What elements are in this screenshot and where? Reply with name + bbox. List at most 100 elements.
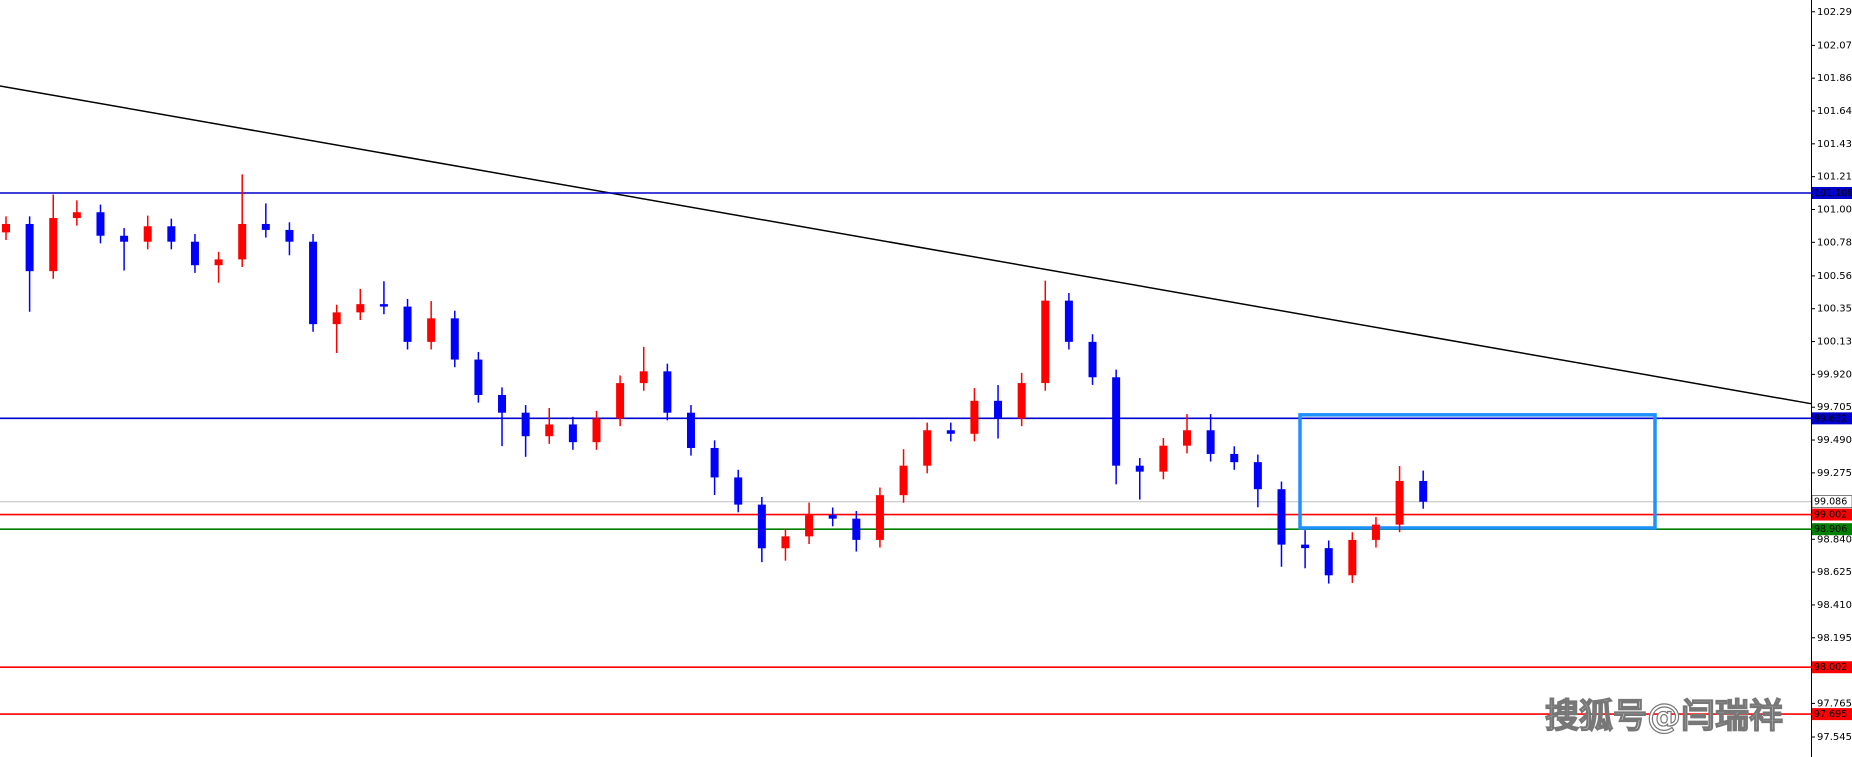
- candle-body: [25, 223, 34, 272]
- candle-body: [285, 229, 294, 242]
- candle-body: [616, 383, 625, 419]
- candle-body: [781, 536, 790, 549]
- level-label-bg: [1812, 186, 1852, 199]
- candle-body: [970, 400, 979, 434]
- candle-body: [238, 223, 247, 260]
- trendline: [0, 85, 1812, 405]
- level-label: 99.002: [1814, 510, 1847, 521]
- candle-body: [1348, 539, 1357, 576]
- candle-body: [875, 495, 884, 540]
- candle-body: [663, 371, 672, 413]
- candle-body: [1324, 548, 1333, 576]
- candle-body: [568, 424, 577, 443]
- candle-body: [49, 218, 58, 272]
- zone-box: [1298, 413, 1657, 530]
- level-label: 101.108: [1814, 188, 1852, 199]
- candle-body: [1112, 377, 1121, 466]
- candle-body: [805, 515, 814, 537]
- y-tick-label: 101.860: [1817, 73, 1852, 84]
- level-label-bg: [1812, 661, 1852, 674]
- candle-body: [1088, 341, 1097, 378]
- candle-body: [450, 318, 459, 360]
- y-tick-label: 98.195: [1817, 633, 1852, 644]
- candle-body: [1301, 544, 1310, 549]
- candle-body: [828, 515, 837, 519]
- candle-body: [1395, 480, 1404, 525]
- y-tick-label: 99.705: [1817, 402, 1852, 413]
- candle-body: [309, 241, 318, 325]
- candle-body: [498, 394, 507, 413]
- candle-body: [946, 430, 955, 434]
- y-tick-label: 101.645: [1817, 106, 1852, 117]
- candle-body: [710, 447, 719, 478]
- candle-body: [143, 226, 152, 242]
- candle-body: [899, 465, 908, 496]
- candle-body: [167, 226, 176, 242]
- watermark: 搜狐号@闫瑞祥: [1545, 697, 1783, 737]
- candle-body: [757, 504, 766, 549]
- candle-body: [190, 241, 199, 266]
- candle-body: [1041, 300, 1050, 384]
- candle-body: [261, 223, 270, 230]
- candle-body: [1277, 489, 1286, 545]
- candle-body: [379, 304, 388, 307]
- candle-body: [923, 430, 932, 466]
- level-label: 98.002: [1814, 662, 1847, 673]
- y-tick-label: 101.000: [1817, 204, 1852, 215]
- candle-body: [1206, 430, 1215, 454]
- candle-body: [427, 318, 436, 342]
- candle-body: [403, 306, 412, 342]
- candle-body: [72, 212, 81, 219]
- candle-body: [592, 418, 601, 443]
- candle-body: [1017, 383, 1026, 419]
- candle-body: [1159, 445, 1168, 472]
- y-tick-label: 102.295: [1817, 7, 1852, 18]
- y-tick-label: 100.785: [1817, 237, 1852, 248]
- candle-body: [332, 312, 341, 325]
- y-tick-label: 101.215: [1817, 172, 1852, 183]
- y-tick-label: 97.545: [1817, 732, 1852, 743]
- level-label-bg: [1811, 495, 1852, 508]
- y-tick-label: 101.430: [1817, 139, 1852, 150]
- y-tick-label: 102.075: [1817, 40, 1852, 51]
- y-tick-label: 99.275: [1817, 468, 1852, 479]
- y-tick-label: 98.625: [1817, 567, 1852, 578]
- candle-body: [214, 259, 223, 266]
- y-tick-label: 98.410: [1817, 600, 1852, 611]
- y-tick-label: 100.135: [1817, 337, 1852, 348]
- candle-body: [994, 400, 1003, 419]
- level-label-bg: [1812, 523, 1852, 536]
- candle-body: [1419, 480, 1428, 502]
- level-label: 97.695: [1814, 709, 1847, 720]
- y-tick-label: 100.350: [1817, 304, 1852, 315]
- candle-body: [521, 412, 530, 437]
- candle-body: [1230, 453, 1239, 463]
- candle-body: [2, 223, 10, 233]
- candle-body: [356, 304, 365, 313]
- y-tick-label: 100.565: [1817, 271, 1852, 282]
- candle-body: [734, 477, 743, 505]
- y-tick-label: 99.920: [1817, 369, 1852, 380]
- y-tick-label: 97.765: [1817, 698, 1852, 709]
- candle-body: [1371, 524, 1380, 540]
- candle-body: [639, 371, 648, 384]
- candle-body: [120, 235, 129, 242]
- candle-body: [1064, 300, 1073, 342]
- candle-body: [686, 412, 695, 448]
- y-tick-label: 98.840: [1817, 534, 1852, 545]
- level-label-bg: [1812, 708, 1852, 721]
- candle-body: [545, 424, 554, 437]
- level-label: 99.632: [1814, 413, 1847, 424]
- level-label: 98.906: [1814, 524, 1847, 535]
- level-label-bg: [1812, 508, 1852, 521]
- level-label: 99.086: [1814, 497, 1847, 508]
- candle-body: [1135, 465, 1144, 472]
- candle-body: [96, 212, 105, 236]
- level-label-bg: [1812, 412, 1852, 425]
- candle-body: [1253, 462, 1262, 490]
- y-tick-label: 99.490: [1817, 435, 1852, 446]
- candle-body: [474, 359, 483, 395]
